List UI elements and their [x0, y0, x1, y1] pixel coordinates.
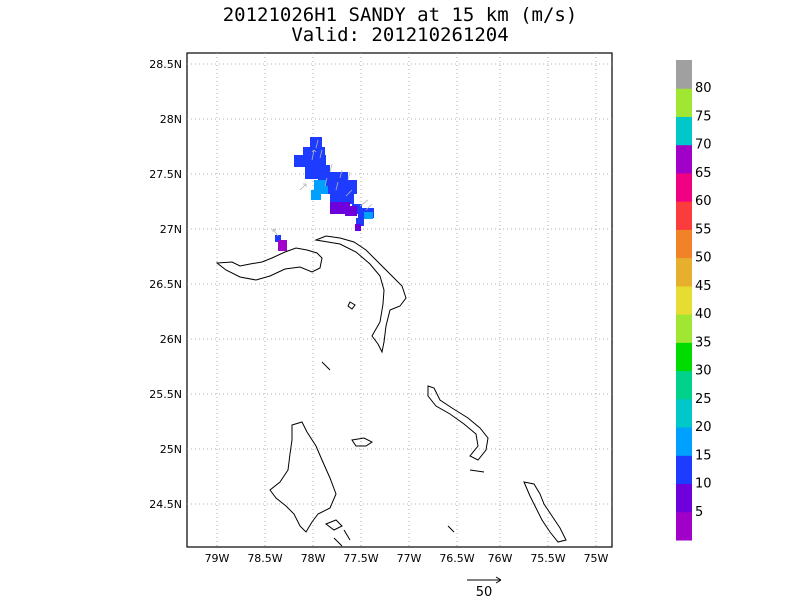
- wind-cell: [311, 190, 321, 200]
- colorbar-swatch: [676, 88, 692, 117]
- wind-cell: [364, 212, 373, 219]
- lat-tick-label: 26N: [160, 333, 182, 346]
- colorbar-label: 75: [695, 109, 712, 124]
- islet-coast: [324, 519, 343, 531]
- lat-tick-label: 28N: [160, 113, 182, 126]
- lon-tick-label: 75W: [584, 552, 609, 565]
- colorbar-swatch: [676, 285, 692, 315]
- colorbar-swatch: [676, 342, 692, 372]
- colorbar-swatch: [676, 455, 692, 485]
- islet-coast: [347, 301, 356, 310]
- valid-time-subtitle: Valid: 201210261204: [291, 24, 509, 46]
- colorbar-swatch: [676, 427, 692, 456]
- colorbar-swatch: [676, 511, 692, 541]
- colorbar-swatch: [676, 144, 692, 174]
- colorbar-swatch: [676, 229, 692, 259]
- colorbar-swatch: [676, 257, 692, 287]
- wind-cell: [310, 137, 322, 147]
- colorbar-label: 35: [695, 335, 712, 350]
- lat-tick-label: 28.5N: [149, 58, 182, 71]
- colorbar-label: 5: [695, 505, 703, 520]
- colorbar-label: 55: [695, 222, 712, 237]
- eleuthera-coast: [427, 385, 489, 461]
- islet-coast: [333, 537, 343, 547]
- lon-tick-label: 79W: [205, 552, 230, 565]
- colorbar-label: 45: [695, 279, 712, 294]
- cat-island-coast: [469, 469, 485, 473]
- lat-tick-label: 24.5N: [149, 498, 182, 511]
- colorbar-swatch: [676, 314, 692, 343]
- wind-cell: [278, 240, 287, 251]
- lat-tick-label: 25N: [160, 443, 182, 456]
- andros-coast: [269, 421, 337, 533]
- colorbar-label: 50: [695, 251, 712, 266]
- colorbar-swatch: [676, 172, 692, 202]
- reference-vector-head: [495, 576, 502, 584]
- colorbar-label: 40: [695, 307, 712, 322]
- lat-tick-label: 26.5N: [149, 278, 182, 291]
- lat-tick-label: 27N: [160, 223, 182, 236]
- colorbar-swatch: [676, 201, 692, 230]
- grand-bahama-coast: [215, 247, 323, 281]
- lon-tick-label: 76.5W: [439, 552, 474, 565]
- lat-tick-label: 27.5N: [149, 168, 182, 181]
- colorbar-label: 70: [695, 138, 712, 153]
- wind-cell: [356, 218, 364, 226]
- reference-vector-label: 50: [476, 585, 493, 600]
- colorbar-label: 25: [695, 392, 712, 407]
- colorbar-swatch: [676, 483, 692, 513]
- colorbar-swatch: [676, 370, 692, 400]
- lon-tick-label: 78W: [301, 552, 326, 565]
- wind-cell: [355, 224, 361, 231]
- lon-tick-label: 78.5W: [247, 552, 282, 565]
- colorbar-label: 15: [695, 448, 712, 463]
- wind-cell: [320, 186, 328, 194]
- coastlines: [215, 235, 567, 547]
- colorbar-label: 10: [695, 477, 712, 492]
- berry-islands-coast: [321, 361, 331, 371]
- lon-tick-label: 76W: [488, 552, 513, 565]
- lon-tick-label: 75.5W: [530, 552, 565, 565]
- lon-tick-label: 77.5W: [343, 552, 378, 565]
- plot-title: 20121026H1 SANDY at 15 km (m/s): [222, 4, 578, 26]
- colorbar-label: 65: [695, 166, 712, 181]
- islet-coast: [343, 529, 351, 541]
- lat-tick-label: 25.5N: [149, 388, 182, 401]
- new-providence-coast: [351, 437, 373, 447]
- abaco-coast: [314, 235, 407, 354]
- wind-arrows: [272, 139, 373, 237]
- long-island-coast: [523, 481, 567, 543]
- colorbar: 5 10 15 20 25 30 35 40 45 50 55 60 65 70 75 80: [676, 60, 712, 541]
- exuma-cay-coast: [447, 525, 455, 533]
- wind-cell: [275, 235, 281, 242]
- colorbar-label: 80: [695, 81, 712, 96]
- colorbar-swatch: [676, 398, 692, 428]
- colorbar-label: 60: [695, 194, 712, 209]
- map-frame: [186, 52, 613, 548]
- colorbar-swatch: [676, 116, 692, 146]
- wind-cell: [294, 155, 326, 167]
- wind-cell: [345, 206, 357, 216]
- colorbar-label: 30: [695, 364, 712, 379]
- colorbar-swatch: [676, 60, 692, 89]
- lon-tick-label: 77W: [397, 552, 422, 565]
- wind-cell: [314, 180, 326, 190]
- colorbar-label: 20: [695, 420, 712, 435]
